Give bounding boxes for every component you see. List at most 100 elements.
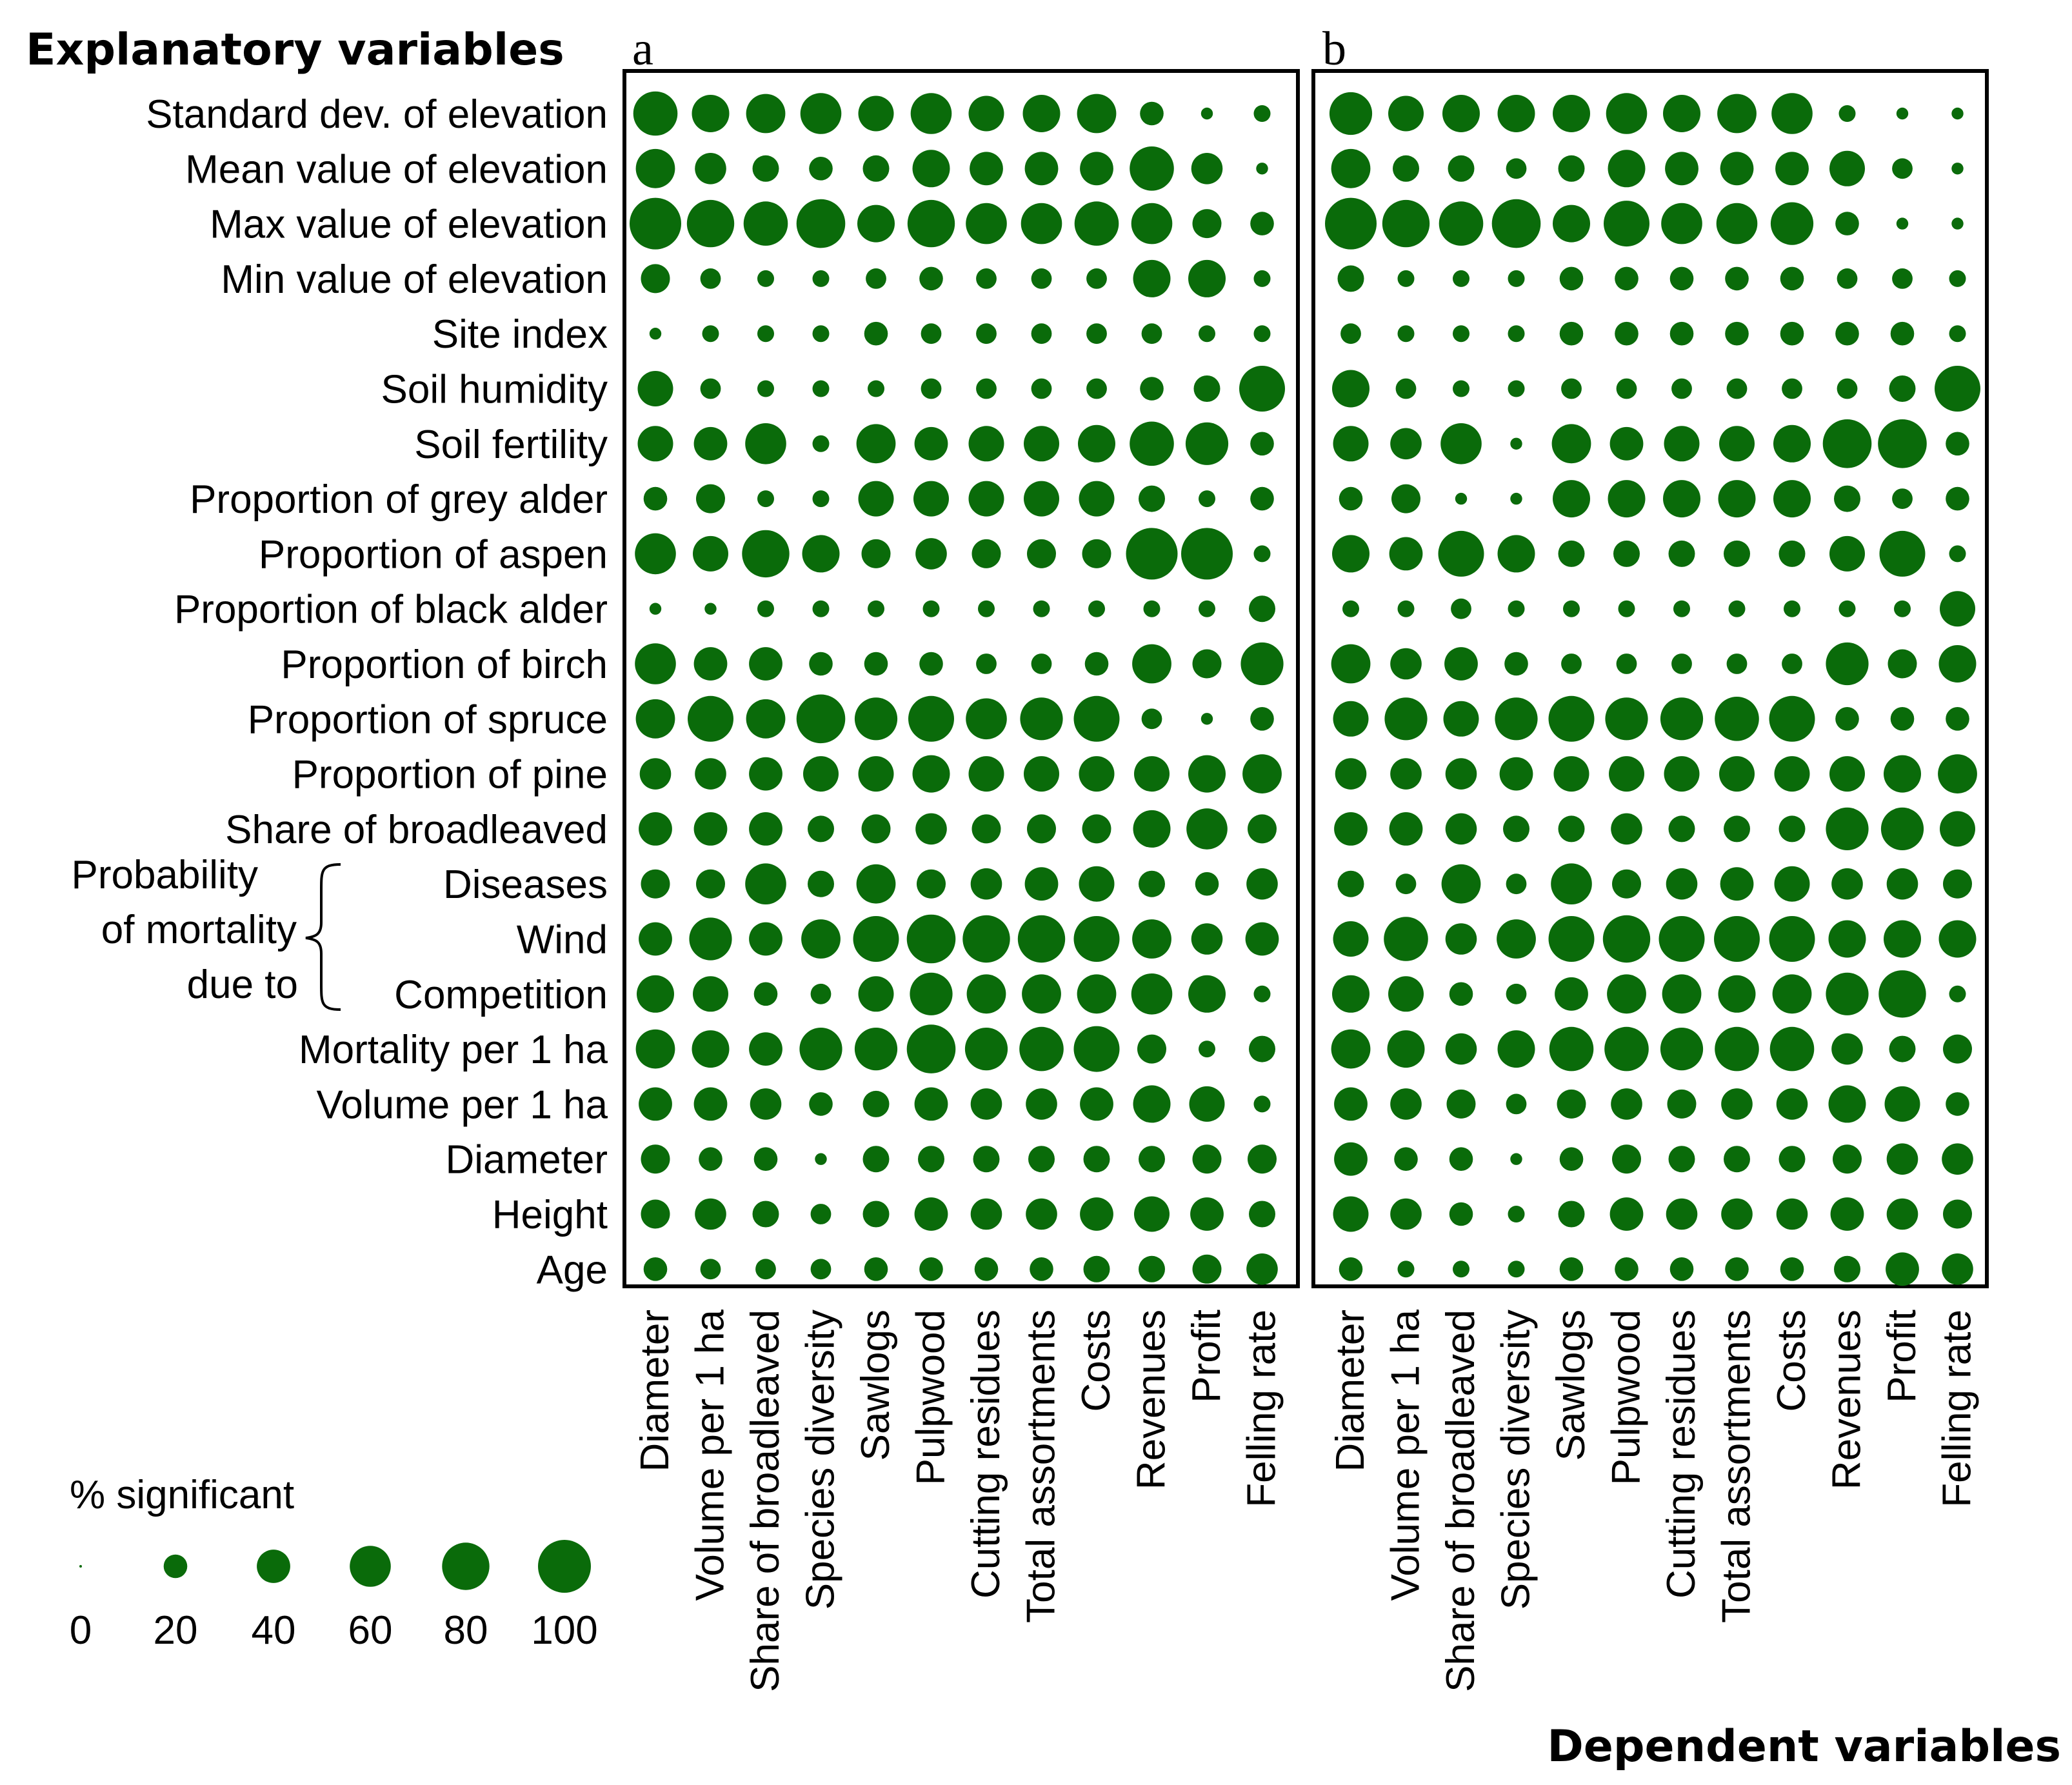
- bubble-b-mortality-per-1-ha-felling-rate: [1943, 1034, 1972, 1064]
- bubble-a-standard-dev-of-elevation-total-assortments: [1022, 95, 1061, 132]
- legend-label-40: 40: [252, 1608, 296, 1653]
- bubble-a-standard-dev-of-elevation-species-diversity: [800, 93, 842, 134]
- bubble-b-wind-profit: [1884, 920, 1921, 958]
- bubble-a-site-index-total-assortments: [1031, 323, 1052, 344]
- bubble-a-max-value-of-elevation-felling-rate: [1250, 212, 1274, 235]
- bubble-b-site-index-costs: [1780, 321, 1804, 346]
- bubble-b-proportion-of-aspen-diameter: [1332, 535, 1370, 573]
- col-label-a-costs: Costs: [1074, 1310, 1119, 1411]
- col-label-a-felling-rate: Felling rate: [1240, 1310, 1284, 1508]
- bubble-a-mean-value-of-elevation-profit: [1191, 152, 1223, 184]
- bubble-a-volume-per-1-ha-cutting-residues: [970, 1088, 1002, 1120]
- bubble-b-volume-per-1-ha-species-diversity: [1506, 1093, 1527, 1115]
- bubble-b-proportion-of-pine-species-diversity: [1499, 757, 1533, 791]
- bubble-a-age-felling-rate: [1246, 1253, 1278, 1285]
- bubble-a-soil-humidity-sawlogs: [868, 380, 884, 397]
- bubble-a-proportion-of-pine-species-diversity: [803, 756, 839, 792]
- bubble-b-proportion-of-pine-felling-rate: [1938, 754, 1977, 793]
- bubble-a-share-of-broadleaved-species-diversity: [808, 815, 834, 843]
- col-label-b-cutting-residues: Cutting residues: [1659, 1310, 1704, 1599]
- bubble-b-competition-sawlogs: [1555, 977, 1588, 1011]
- bubble-b-site-index-species-diversity: [1508, 325, 1525, 343]
- bubble-a-min-value-of-elevation-pulpwood: [919, 266, 943, 291]
- mortality-group-line1: Probability: [72, 853, 258, 897]
- bubble-b-proportion-of-spruce-total-assortments: [1715, 697, 1759, 741]
- bubble-b-min-value-of-elevation-share-of-broadleaved: [1453, 270, 1469, 287]
- bubble-b-standard-dev-of-elevation-volume-per-1-ha: [1388, 95, 1424, 132]
- bubble-b-competition-profit: [1878, 970, 1926, 1018]
- bubble-a-height-diameter: [641, 1199, 670, 1229]
- bubble-a-standard-dev-of-elevation-felling-rate: [1253, 105, 1271, 122]
- bubble-b-min-value-of-elevation-pulpwood: [1615, 266, 1639, 291]
- bubble-b-min-value-of-elevation-sawlogs: [1559, 266, 1584, 291]
- bubble-a-mortality-per-1-ha-total-assortments: [1019, 1026, 1064, 1072]
- bubble-b-diseases-felling-rate: [1943, 869, 1972, 899]
- bubble-a-proportion-of-black-alder-pulpwood: [922, 600, 940, 617]
- bubble-a-proportion-of-birch-share-of-broadleaved: [749, 647, 782, 681]
- panel-b-frame: [1311, 69, 1989, 1288]
- bubble-a-soil-humidity-cutting-residues: [976, 378, 997, 399]
- bubble-b-volume-per-1-ha-share-of-broadleaved: [1446, 1089, 1476, 1119]
- bubble-b-share-of-broadleaved-revenues: [1826, 807, 1869, 850]
- col-label-b-volume-per-1-ha: Volume per 1 ha: [1384, 1309, 1428, 1601]
- bubble-b-diameter-profit: [1886, 1143, 1918, 1175]
- bubble-b-site-index-sawlogs: [1559, 321, 1584, 346]
- bubble-a-proportion-of-black-alder-sawlogs: [868, 600, 884, 617]
- bubble-a-proportion-of-grey-alder-profit: [1199, 490, 1215, 508]
- bubble-a-soil-fertility-diameter: [637, 426, 673, 462]
- bubble-b-proportion-of-birch-species-diversity: [1504, 652, 1528, 676]
- bubble-a-min-value-of-elevation-revenues: [1133, 259, 1171, 297]
- bubble-b-proportion-of-spruce-share-of-broadleaved: [1443, 701, 1479, 737]
- bubble-b-wind-cutting-residues: [1659, 916, 1705, 962]
- bubble-b-soil-fertility-costs: [1773, 424, 1811, 463]
- bubble-a-competition-total-assortments: [1022, 974, 1061, 1014]
- bubble-a-mortality-per-1-ha-pulpwood: [906, 1024, 956, 1073]
- bubble-b-mean-value-of-elevation-profit: [1892, 158, 1913, 179]
- bubble-b-volume-per-1-ha-cutting-residues: [1667, 1089, 1697, 1119]
- bubble-b-proportion-of-pine-cutting-residues: [1664, 756, 1700, 792]
- bubble-b-proportion-of-black-alder-volume-per-1-ha: [1397, 600, 1415, 617]
- bubble-a-diseases-diameter: [641, 869, 670, 899]
- bubble-b-max-value-of-elevation-sawlogs: [1553, 204, 1590, 243]
- bubble-a-min-value-of-elevation-costs: [1086, 268, 1107, 289]
- bubble-b-soil-fertility-species-diversity: [1510, 437, 1522, 450]
- bubble-b-diseases-species-diversity: [1506, 873, 1527, 895]
- bubble-a-proportion-of-black-alder-costs: [1088, 600, 1105, 617]
- bubble-a-site-index-profit: [1199, 325, 1215, 343]
- bubble-a-share-of-broadleaved-costs: [1082, 814, 1111, 844]
- col-label-b-species-diversity: Species diversity: [1494, 1310, 1539, 1610]
- bubble-a-proportion-of-grey-alder-species-diversity: [812, 490, 830, 508]
- row-label-proportion-of-pine: Proportion of pine: [292, 753, 608, 797]
- bubble-a-proportion-of-aspen-profit: [1181, 528, 1233, 580]
- bubble-b-share-of-broadleaved-diameter: [1334, 812, 1368, 846]
- bubble-a-diameter-total-assortments: [1028, 1146, 1055, 1173]
- legend-bubble-20: [163, 1554, 188, 1579]
- bubble-b-proportion-of-birch-costs: [1782, 653, 1802, 674]
- bubble-a-wind-cutting-residues: [962, 915, 1010, 963]
- row-label-wind: Wind: [517, 918, 608, 962]
- row-label-mean-value-of-elevation: Mean value of elevation: [185, 147, 608, 192]
- bubble-b-proportion-of-spruce-species-diversity: [1495, 697, 1538, 741]
- bubble-b-mean-value-of-elevation-share-of-broadleaved: [1448, 155, 1475, 182]
- bubble-a-share-of-broadleaved-total-assortments: [1027, 814, 1056, 844]
- bubble-b-soil-fertility-share-of-broadleaved: [1440, 423, 1482, 464]
- row-label-proportion-of-spruce: Proportion of spruce: [248, 697, 608, 742]
- bubble-b-site-index-share-of-broadleaved: [1453, 325, 1469, 343]
- bubble-a-diameter-profit: [1192, 1144, 1222, 1174]
- bubble-a-wind-pulpwood: [906, 914, 956, 964]
- bubble-b-proportion-of-birch-volume-per-1-ha: [1390, 648, 1422, 680]
- bubble-a-mean-value-of-elevation-costs: [1080, 152, 1113, 186]
- bubble-a-height-felling-rate: [1249, 1201, 1275, 1228]
- bubble-b-age-profit: [1886, 1252, 1919, 1286]
- legend-label-100: 100: [531, 1608, 597, 1653]
- bubble-a-proportion-of-spruce-volume-per-1-ha: [688, 695, 733, 742]
- bubble-a-soil-humidity-profit: [1193, 375, 1220, 402]
- bubble-a-proportion-of-spruce-revenues: [1141, 708, 1162, 730]
- bubble-b-diseases-sawlogs: [1551, 863, 1592, 904]
- row-label-diseases: Diseases: [443, 863, 608, 907]
- bubble-b-min-value-of-elevation-costs: [1780, 266, 1804, 291]
- bubble-a-proportion-of-pine-revenues: [1134, 756, 1170, 792]
- bubble-a-competition-revenues: [1131, 973, 1173, 1015]
- row-label-proportion-of-black-alder: Proportion of black alder: [174, 588, 608, 632]
